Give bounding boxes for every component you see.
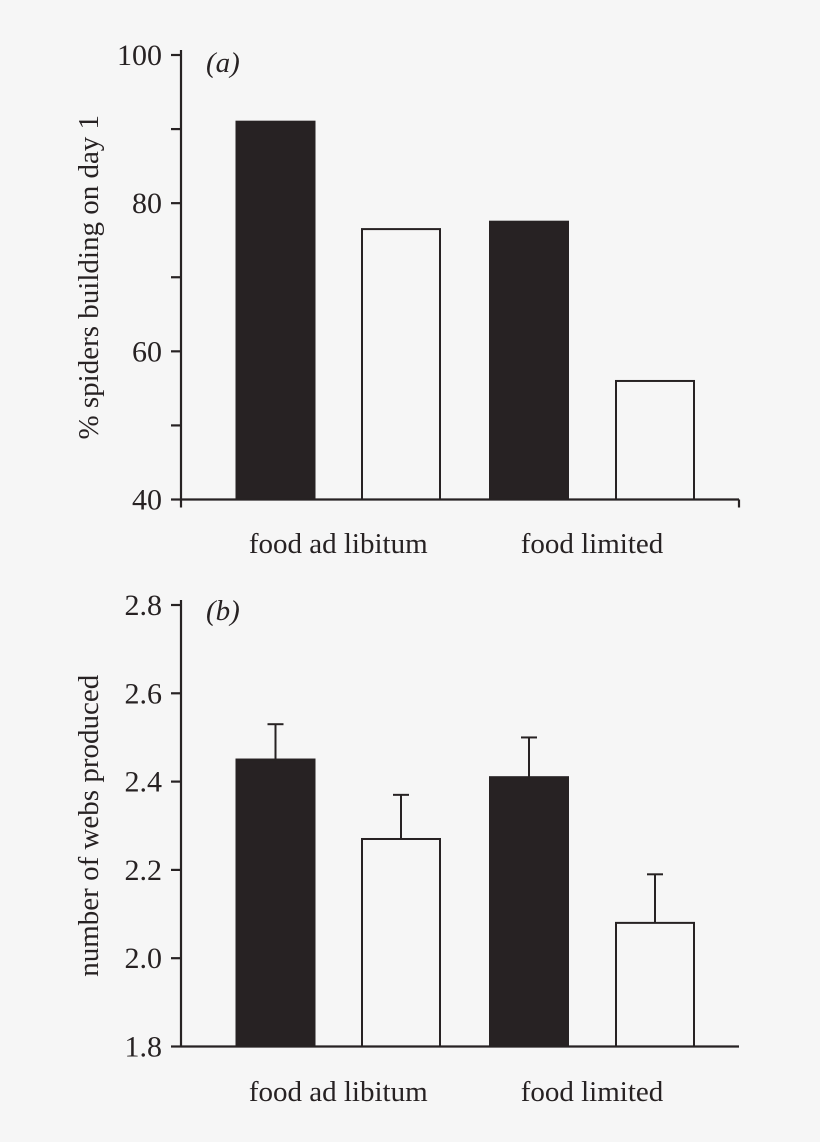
x-category-label: food limited bbox=[521, 1076, 664, 1108]
bar-filled-food-ad-libitum bbox=[235, 758, 316, 1048]
x-category-label: food ad libitum bbox=[249, 1076, 428, 1108]
y-axis-title: % spiders building on day 1 bbox=[73, 115, 105, 440]
y-tick-label: 2.4 bbox=[125, 766, 163, 799]
y-tick-label: 2.0 bbox=[125, 942, 163, 975]
x-category-label: food limited bbox=[521, 528, 664, 560]
y-tick-label: 100 bbox=[117, 39, 162, 72]
bar-filled-food-ad-libitum bbox=[235, 120, 316, 501]
y-axis-title: number of webs produced bbox=[73, 674, 105, 976]
y-tick-label: 2.6 bbox=[125, 677, 163, 710]
bar-filled-food-limited bbox=[489, 776, 569, 1048]
y-tick-label: 2.8 bbox=[125, 589, 163, 622]
x-category-label: food ad libitum bbox=[249, 528, 428, 560]
y-tick-label: 2.2 bbox=[125, 854, 163, 887]
bar-filled-food-limited bbox=[489, 220, 569, 501]
panel-label: (b) bbox=[206, 595, 240, 627]
y-tick-label: 80 bbox=[132, 187, 162, 220]
bar-open-food-ad-libitum bbox=[361, 837, 441, 1048]
y-tick-label: 40 bbox=[132, 484, 162, 517]
bar-open-food-limited bbox=[615, 379, 695, 501]
panel-label: (a) bbox=[206, 47, 240, 79]
bar-open-food-limited bbox=[615, 921, 695, 1048]
bar-open-food-ad-libitum bbox=[361, 228, 441, 501]
y-tick-label: 1.8 bbox=[125, 1031, 163, 1064]
y-tick-label: 60 bbox=[132, 335, 162, 368]
